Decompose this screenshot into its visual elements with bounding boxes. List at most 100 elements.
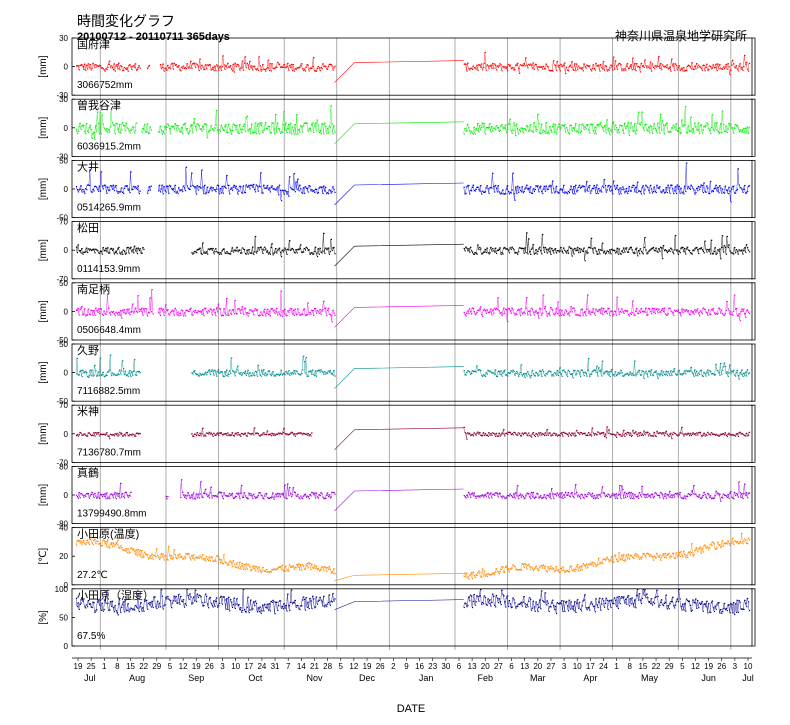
data-point <box>695 192 696 193</box>
data-point <box>226 67 227 68</box>
data-point <box>578 132 579 133</box>
series-segment <box>469 190 470 194</box>
series-segment <box>556 250 557 252</box>
series-segment <box>466 185 467 186</box>
data-point <box>540 133 541 134</box>
data-point <box>222 250 223 251</box>
data-point <box>214 130 215 131</box>
data-point <box>581 68 582 69</box>
series-segment <box>638 112 639 124</box>
data-point <box>238 133 239 134</box>
series-segment <box>581 124 582 131</box>
series-segment <box>625 66 626 70</box>
series-segment <box>234 300 235 313</box>
data-point <box>565 131 566 132</box>
series-segment <box>112 185 113 189</box>
data-point <box>592 68 593 69</box>
data-point <box>706 251 707 252</box>
data-point <box>131 129 132 130</box>
series-segment <box>601 186 602 192</box>
data-point <box>606 133 607 134</box>
data-point <box>591 70 592 71</box>
series-segment <box>577 187 578 190</box>
data-point <box>263 249 264 250</box>
data-point <box>472 69 473 70</box>
series-segment <box>495 125 496 129</box>
series-segment <box>637 182 638 191</box>
data-point <box>243 126 244 127</box>
data-point <box>234 313 235 314</box>
series-segment <box>298 179 299 190</box>
data-point <box>469 69 470 70</box>
data-point <box>208 192 209 193</box>
series-segment <box>670 185 671 193</box>
data-point <box>685 191 686 192</box>
series-segment <box>206 124 207 137</box>
data-point <box>607 189 608 190</box>
data-point <box>749 127 750 128</box>
series-segment <box>527 238 528 253</box>
data-point <box>158 190 159 191</box>
series-segment <box>96 112 97 132</box>
series-segment <box>246 63 247 67</box>
series-segment <box>240 67 241 68</box>
data-point <box>567 193 568 194</box>
series-segment <box>216 185 217 189</box>
series-segment <box>162 131 163 134</box>
data-point <box>720 258 721 259</box>
data-point <box>190 67 191 68</box>
series-segment <box>200 59 201 69</box>
data-point <box>161 68 162 69</box>
data-point <box>99 313 100 314</box>
series-segment <box>485 127 486 133</box>
data-point <box>164 71 165 72</box>
series-segment <box>120 129 121 132</box>
series-segment <box>147 312 148 315</box>
data-point <box>334 66 335 67</box>
series-segment <box>717 249 718 252</box>
data-point <box>101 133 102 134</box>
data-point <box>577 190 578 191</box>
series-segment <box>330 105 331 127</box>
series-segment <box>115 65 116 70</box>
series-segment <box>243 308 244 313</box>
series-segment <box>164 126 165 133</box>
data-point <box>245 131 246 132</box>
data-point <box>739 66 740 67</box>
data-point <box>644 247 645 248</box>
series-segment <box>322 124 323 134</box>
series-segment <box>531 247 532 248</box>
series-segment <box>126 309 127 313</box>
data-point <box>109 252 110 253</box>
data-point <box>209 190 210 191</box>
data-point <box>199 70 200 71</box>
data-point <box>618 254 619 255</box>
series-segment <box>587 187 588 191</box>
data-point <box>653 191 654 192</box>
data-point <box>89 67 90 68</box>
series-segment <box>585 190 586 192</box>
panel-frame <box>72 38 752 95</box>
data-point <box>92 68 93 69</box>
panel-station-name: 松田 <box>77 221 99 235</box>
data-point <box>299 67 300 68</box>
data-point <box>227 132 228 133</box>
data-point <box>492 130 493 131</box>
series-segment <box>726 236 727 254</box>
series-segment <box>149 127 150 133</box>
series-segment <box>562 65 563 66</box>
data-point <box>236 66 237 67</box>
data-point <box>290 250 291 251</box>
series-segment <box>107 129 108 132</box>
data-point <box>150 189 151 190</box>
series-segment <box>591 238 592 248</box>
data-point <box>228 315 229 316</box>
series-segment <box>609 67 610 69</box>
series-segment <box>332 247 333 249</box>
series-segment <box>482 67 483 69</box>
series-segment <box>538 114 539 123</box>
data-point <box>212 190 213 191</box>
series-segment <box>624 248 625 251</box>
series-segment <box>558 123 559 126</box>
data-point <box>610 67 611 68</box>
